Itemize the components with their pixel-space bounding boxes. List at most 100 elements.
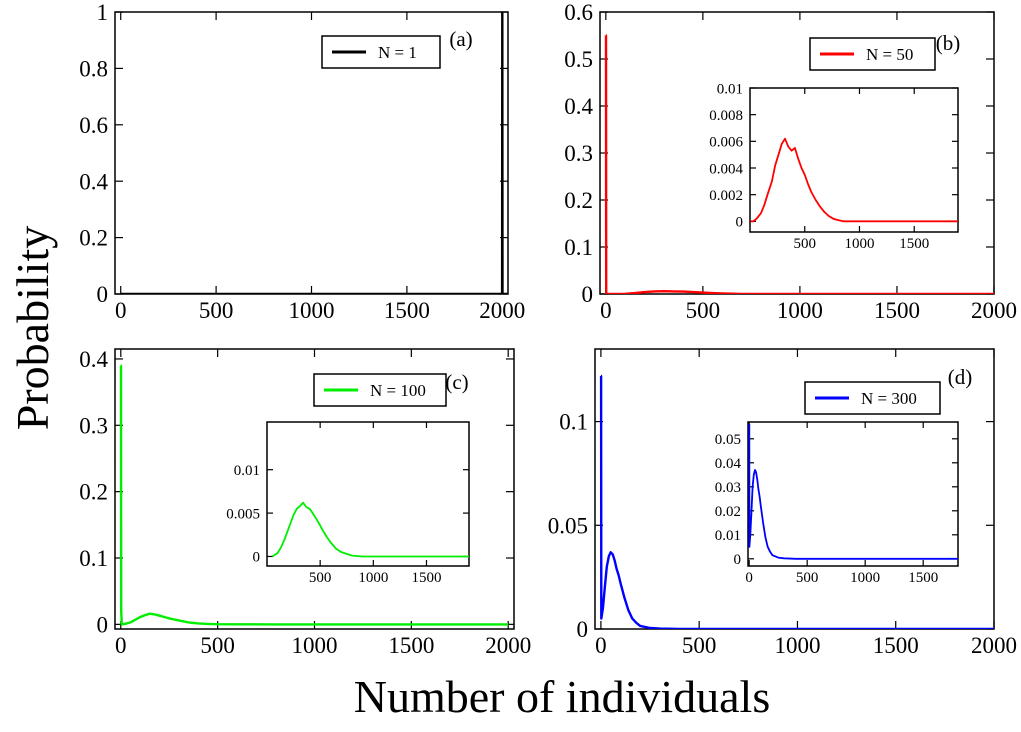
panel-c-inset-background xyxy=(267,422,469,566)
panel-d-inset-y-tick-label: 0.04 xyxy=(715,456,742,472)
panel-b-inset-y-tick-label: 0.002 xyxy=(709,188,743,204)
panel-d-y-tick-label: 0.05 xyxy=(548,513,588,538)
panel-c-y-tick-label: 0.4 xyxy=(79,347,108,372)
panel-b-x-tick-label: 1500 xyxy=(874,298,920,323)
panel-c-tag: (c) xyxy=(445,370,468,394)
panel-b-inset-y-tick-label: 0.004 xyxy=(709,161,743,177)
panel-d-inset: 0 500 1000 1500 0 0.01 0.02 0.03 0.04 0.05 xyxy=(715,421,959,586)
panel-c-x-tick-label: 2000 xyxy=(485,633,531,658)
panel-d: 0 500 1000 1500 2000 0 0.05 0.1 (d) N = 300 0 500 10… xyxy=(548,348,1017,658)
panel-d-inset-series-line xyxy=(748,423,958,560)
panel-a-x-tick-label: 0 xyxy=(115,298,127,323)
panel-c-y-tick-label: 0.1 xyxy=(79,546,108,571)
panel-b-x-tick-label: 500 xyxy=(686,298,721,323)
panel-c-plot-area xyxy=(119,364,509,626)
panel-d-y-tick-label: 0.1 xyxy=(559,410,588,435)
panel-b-x-tick-label: 1000 xyxy=(777,298,823,323)
panel-c-legend-label: N = 100 xyxy=(370,381,426,400)
panel-c-inset-y-tick-label: 0 xyxy=(253,550,261,566)
panel-a-plot-area xyxy=(120,12,508,294)
panel-b-inset-x-tick-label: 500 xyxy=(793,236,816,252)
panel-c-inset-x-tick-label: 1500 xyxy=(411,570,441,586)
panel-c-x-tick-label: 0 xyxy=(115,633,127,658)
panel-c-inset-y-tick-label: 0.01 xyxy=(234,463,260,479)
panel-d-inset-x-tick-label: 0 xyxy=(745,570,753,586)
panel-d-x-tick-label: 1500 xyxy=(873,633,919,658)
panel-d-inset-y-tick-label: 0.02 xyxy=(715,504,741,520)
panel-a-x-tick-label: 1500 xyxy=(384,298,430,323)
panel-d-inset-x-tick-label: 1500 xyxy=(908,570,938,586)
panel-d-inset-y-tick-label: 0.03 xyxy=(715,480,741,496)
panel-a-x-tick-label: 1000 xyxy=(289,298,335,323)
panel-b-tag: (b) xyxy=(936,31,961,55)
panel-a-tag: (a) xyxy=(449,27,472,51)
panel-d-series-line xyxy=(599,374,994,629)
panel-a-y-tick-label: 0.8 xyxy=(79,56,108,81)
panel-b-y-tick-label: 0.6 xyxy=(564,0,593,25)
panel-a-x-tick-label: 500 xyxy=(199,298,234,323)
panel-b-inset: 500 1000 1500 0 0.002 0.004 0.006 0.008 0.01 xyxy=(709,81,959,252)
panel-d-inset-frame xyxy=(747,421,959,567)
panel-b-series-line xyxy=(604,34,994,294)
panel-a-y-tick-label: 1 xyxy=(97,0,109,25)
panel-b-x-tick-label: 2000 xyxy=(971,298,1017,323)
panel-b-legend-label: N = 50 xyxy=(866,45,913,64)
y-axis-label: Probability xyxy=(7,226,58,430)
panel-d-inset-y-tick-label: 0.05 xyxy=(715,432,741,448)
panel-a-series-line xyxy=(120,12,508,294)
panel-b-inset-y-tick-label: 0.006 xyxy=(709,135,743,151)
panel-d-legend-label: N = 300 xyxy=(861,389,917,408)
panel-c-inset-y-tick-label: 0.005 xyxy=(226,506,260,522)
panel-d-x-tick-label: 2000 xyxy=(971,633,1017,658)
panel-b: 0 500 1000 1500 2000 0 0.1 0.2 0.3 0.4 0.5 0.6 (b) N … xyxy=(564,0,1017,323)
panel-c-x-tick-label: 500 xyxy=(200,633,235,658)
panel-d-x-tick-label: 500 xyxy=(682,633,717,658)
panel-d-x-tick-label: 0 xyxy=(595,633,607,658)
panel-b-y-tick-label: 0.5 xyxy=(564,47,593,72)
panel-d-inset-y-tick-label: 0.01 xyxy=(715,528,741,544)
panel-c-y-tick-label: 0.2 xyxy=(79,480,108,505)
panel-a-y-tick-label: 0 xyxy=(97,282,109,307)
panel-b-y-tick-label: 0.3 xyxy=(564,141,593,166)
panel-d-tag: (d) xyxy=(948,365,973,389)
panel-a-y-tick-label: 0.6 xyxy=(79,113,108,138)
panel-d-x-tick-label: 1000 xyxy=(774,633,820,658)
panel-c: 0 500 1000 1500 2000 0 0.1 0.2 0.3 0.4 (c) N = 100 5… xyxy=(79,347,531,658)
panel-c-y-tick-label: 0.3 xyxy=(79,413,108,438)
panel-c-series-line xyxy=(119,364,509,626)
panel-c-x-tick-label: 1000 xyxy=(292,633,338,658)
panel-d-inset-x-tick-label: 500 xyxy=(796,570,819,586)
panel-c-inset-x-tick-label: 1000 xyxy=(358,570,388,586)
panel-b-y-tick-label: 0 xyxy=(582,282,594,307)
panel-c-y-tick-label: 0 xyxy=(97,612,109,637)
panel-d-inset-background xyxy=(748,422,958,566)
panel-a-frame xyxy=(114,11,509,295)
panel-a-x-tick-label: 2000 xyxy=(479,298,525,323)
panel-c-inset-frame xyxy=(266,421,470,567)
panel-b-inset-frame xyxy=(749,87,959,233)
panel-b-inset-x-tick-label: 1000 xyxy=(844,236,874,252)
panel-b-x-tick-label: 0 xyxy=(600,298,612,323)
panel-b-inset-series-line xyxy=(750,137,958,223)
panel-b-inset-background xyxy=(750,88,958,232)
panel-d-y-tick-label: 0 xyxy=(577,617,589,642)
x-axis-label: Number of individuals xyxy=(354,671,771,722)
panel-b-y-tick-label: 0.4 xyxy=(564,94,593,119)
panel-c-x-tick-label: 1500 xyxy=(388,633,434,658)
panel-b-inset-x-tick-label: 1500 xyxy=(899,236,929,252)
panel-b-plot-area xyxy=(604,34,994,294)
panel-c-inset: 500 1000 1500 0 0.005 0.01 xyxy=(226,421,470,586)
panel-a: 0 500 1000 1500 2000 0 0.2 0.4 0.6 0.8 1 (a) N = 1 xyxy=(79,0,525,323)
panel-b-y-tick-label: 0.2 xyxy=(564,188,593,213)
panel-d-plot-area xyxy=(599,374,994,629)
panel-c-inset-series-line xyxy=(271,501,469,558)
panel-d-inset-y-tick-label: 0 xyxy=(734,552,742,568)
panel-a-y-tick-label: 0.4 xyxy=(79,169,108,194)
panel-b-y-tick-label: 0.1 xyxy=(564,235,593,260)
panel-d-inset-x-tick-label: 1000 xyxy=(850,570,880,586)
panel-b-inset-y-tick-label: 0.008 xyxy=(709,108,743,124)
panel-a-y-tick-label: 0.2 xyxy=(79,226,108,251)
panel-b-inset-y-tick-label: 0 xyxy=(736,215,744,231)
panel-a-legend-label: N = 1 xyxy=(378,43,417,62)
